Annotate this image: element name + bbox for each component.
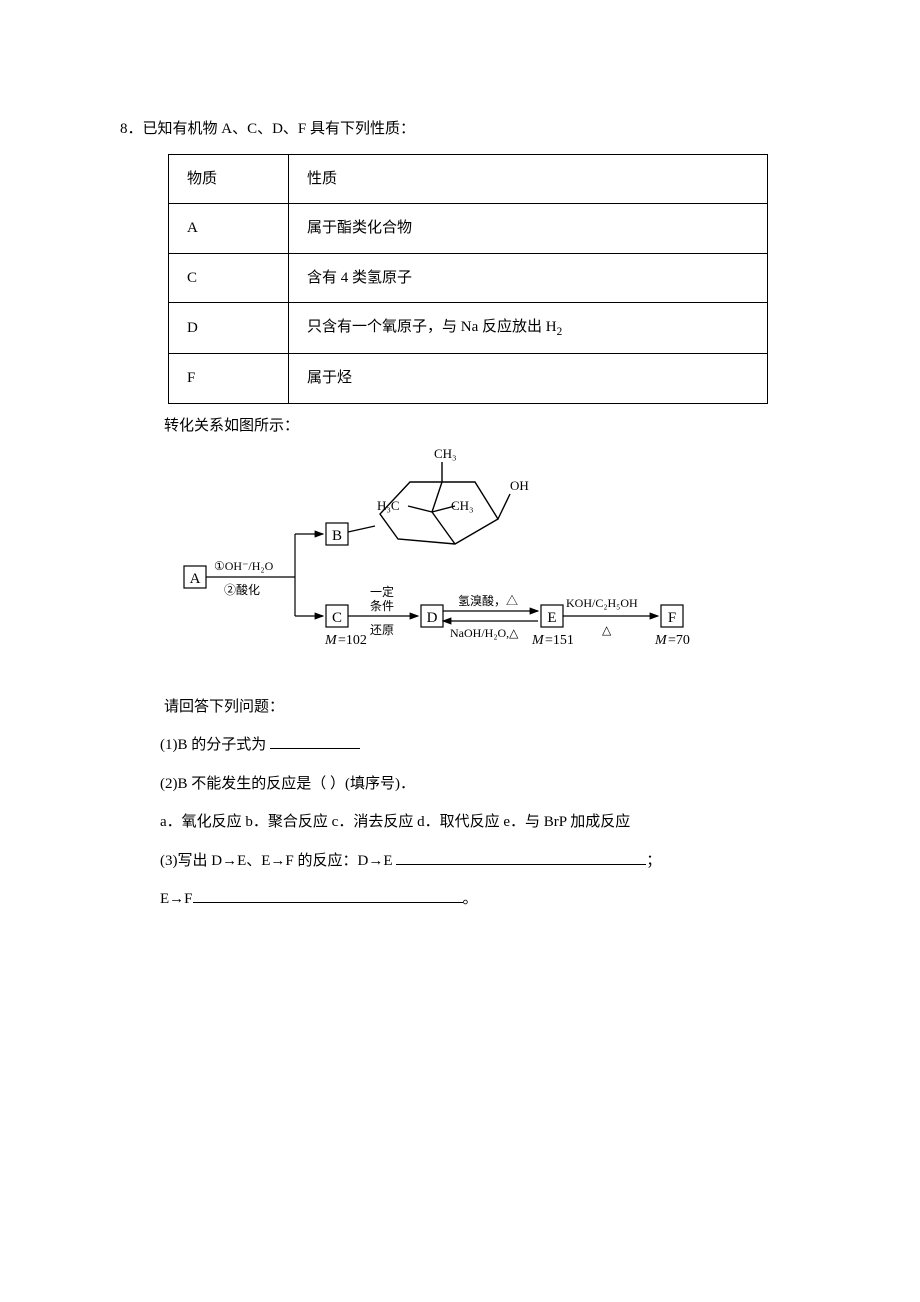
svg-text:=151: =151: [545, 633, 574, 648]
table-cell: 属于烃: [289, 354, 768, 404]
de-bot: NaOH/H₂O,△: [450, 626, 519, 640]
table-cell: D: [169, 303, 289, 354]
mol-oh: OH: [510, 478, 529, 493]
step1-bot: ②酸化: [224, 582, 260, 597]
answer-prompt: 请回答下列问题：: [164, 693, 800, 722]
molecule-structure: CH₃ OH H₃C CH₃: [377, 446, 529, 544]
cd-mid: 条件: [370, 599, 394, 613]
table-header-substance: 物质: [169, 154, 289, 204]
step1-top: ①OH⁻/H₂O: [214, 559, 274, 573]
question-number: 8: [120, 121, 128, 137]
svg-text:M: M: [654, 633, 668, 648]
svg-text:=102: =102: [338, 633, 367, 648]
table-cell: A: [169, 204, 289, 254]
box-F: F: [668, 610, 676, 626]
mol-ch3-top: CH₃: [434, 446, 457, 461]
table-row: C 含有 4 类氢原子: [169, 253, 768, 303]
diagram-caption: 转化关系如图所示：: [164, 412, 800, 441]
svg-text:=70: =70: [668, 633, 690, 648]
properties-table: 物质 性质 A 属于酯类化合物 C 含有 4 类氢原子 D 只含有一个氧原子，与…: [168, 154, 768, 404]
table-header-property: 性质: [289, 154, 768, 204]
cd-bot: 还原: [370, 623, 394, 637]
fill-blank[interactable]: [396, 848, 646, 865]
table-row: A 属于酯类化合物: [169, 204, 768, 254]
cd-top: 一定: [370, 584, 394, 599]
box-D: D: [427, 610, 438, 626]
table-row: 物质 性质: [169, 154, 768, 204]
table-cell: 只含有一个氧原子，与 Na 反应放出 H2: [289, 303, 768, 354]
mol-h3c: H₃C: [377, 498, 400, 513]
box-B: B: [332, 528, 342, 544]
subquestion-2-options: a．氧化反应 b．聚合反应 c．消去反应 d．取代反应 e．与 BrP 加成反应: [160, 808, 800, 837]
question-stem: 8．已知有机物 A、C、D、F 具有下列性质：: [120, 115, 800, 144]
subquestion-3b: E→F。: [160, 885, 800, 914]
subquestion-3a: (3)写出 D→E、E→F 的反应：D→E ；: [160, 847, 800, 876]
table-cell: F: [169, 354, 289, 404]
ef-bot: △: [602, 623, 612, 637]
ef-top: KOH/C₂H₅OH: [566, 596, 638, 610]
table-cell: 含有 4 类氢原子: [289, 253, 768, 303]
reaction-diagram: A ①OH⁻/H₂O ②酸化 B C M =102 一定 条件 还原 D 氢溴酸…: [180, 444, 800, 685]
box-A: A: [190, 571, 201, 587]
fill-blank[interactable]: [270, 733, 360, 750]
table-cell: C: [169, 253, 289, 303]
subquestion-1: (1)B 的分子式为: [160, 731, 800, 760]
m-C: M: [324, 633, 338, 648]
subquestion-2: (2)B 不能发生的反应是（ ）(填序号)．: [160, 770, 800, 799]
table-cell: 属于酯类化合物: [289, 204, 768, 254]
table-row: F 属于烃: [169, 354, 768, 404]
table-row: D 只含有一个氧原子，与 Na 反应放出 H2: [169, 303, 768, 354]
de-top: 氢溴酸，△: [458, 593, 518, 608]
box-C: C: [332, 610, 342, 626]
svg-text:M: M: [531, 633, 545, 648]
mol-ch3-r: CH₃: [451, 498, 474, 513]
fill-blank[interactable]: [193, 887, 463, 904]
box-E: E: [547, 610, 556, 626]
